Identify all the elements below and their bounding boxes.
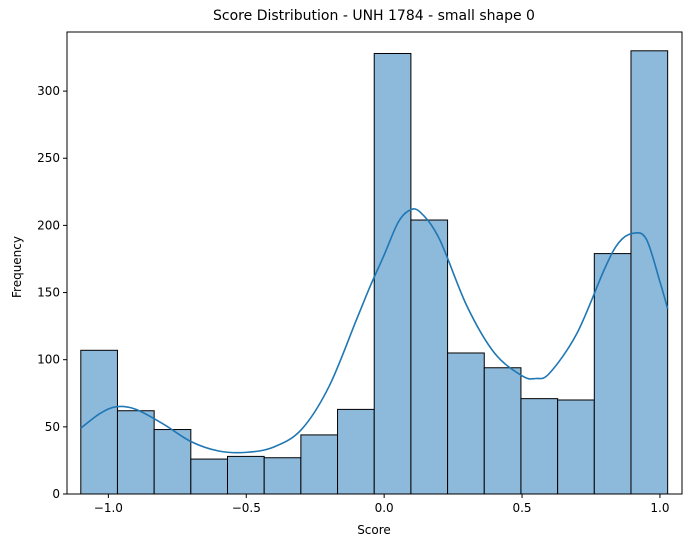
y-tick-label: 300 [37, 84, 60, 98]
histogram-bar [630, 50, 669, 495]
kde-group [80, 208, 669, 454]
x-axis-label: Score [357, 523, 391, 537]
histogram-bar [190, 458, 229, 495]
histogram-bar [447, 352, 485, 495]
histogram-bar [593, 253, 632, 495]
chart-title: Score Distribution - UNH 1784 - small sh… [213, 8, 535, 24]
histogram-bar [520, 398, 559, 495]
y-tick-label: 250 [37, 151, 60, 165]
x-tick-label: −0.5 [232, 501, 261, 515]
x-tick-label: −1.0 [94, 501, 123, 515]
y-axis-label: Frequency [10, 236, 24, 298]
y-tick-label: 150 [37, 286, 60, 300]
x-tick-label: 1.0 [650, 501, 669, 515]
y-tick-label: 200 [37, 218, 60, 232]
y-tick-label: 0 [52, 487, 60, 501]
histogram-bar [557, 399, 595, 495]
histogram-bar [80, 349, 118, 495]
histogram-bar [337, 408, 375, 495]
plot-frame [66, 31, 683, 495]
kde-line [80, 208, 669, 454]
y-tick-label: 50 [45, 420, 60, 434]
x-axis-ticks: −1.0 −0.5 0.0 0.5 1.0 [94, 494, 669, 515]
y-axis-ticks: 0 50 100 150 200 250 300 [37, 84, 67, 501]
histogram-bar [483, 367, 522, 495]
histogram-bar [227, 455, 265, 495]
histogram-bar [116, 410, 155, 495]
x-tick-label: 0.5 [512, 501, 531, 515]
histogram-bar [410, 219, 449, 495]
histogram-bar [373, 52, 412, 495]
histogram-bar [263, 457, 302, 495]
histogram-bar [300, 434, 339, 495]
y-tick-label: 100 [37, 353, 60, 367]
x-tick-label: 0.0 [375, 501, 394, 515]
